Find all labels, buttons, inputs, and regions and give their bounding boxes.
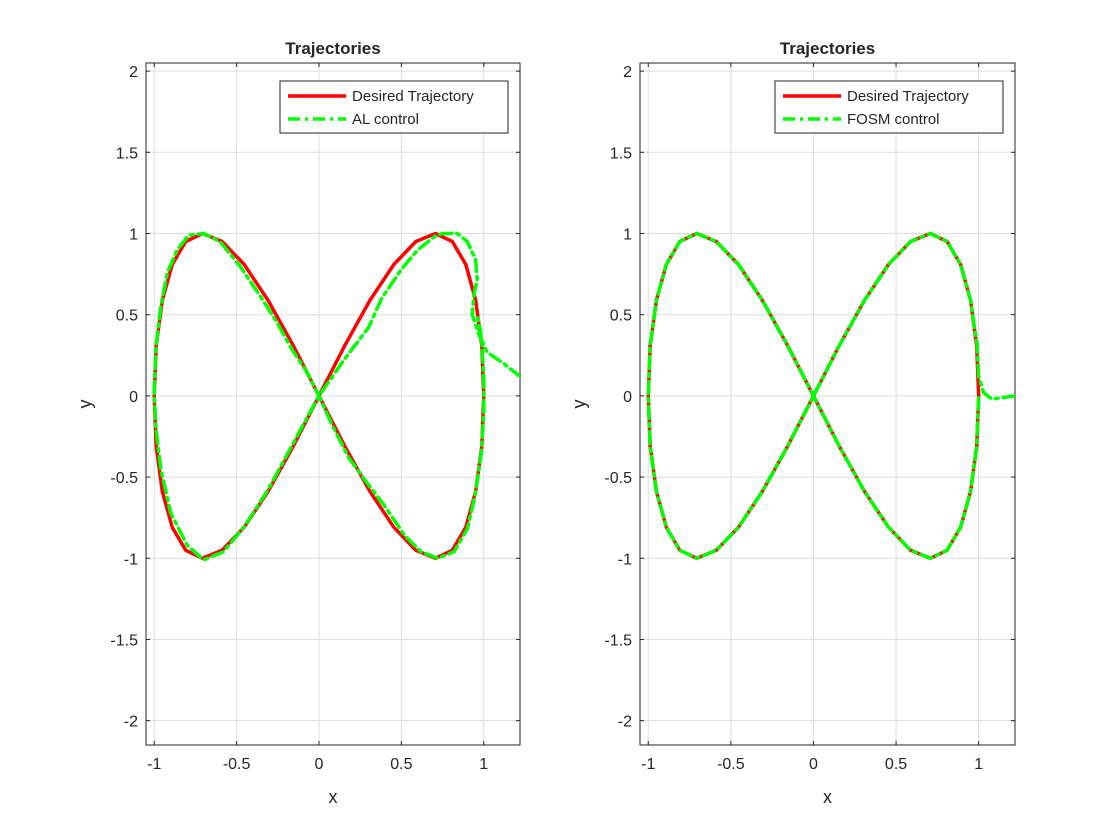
- x-tick-label: 0.5: [885, 756, 907, 773]
- y-tick-label: -2: [124, 714, 138, 731]
- y-axis-label: y: [75, 400, 95, 409]
- control-trajectory-line: [646, 231, 1015, 561]
- x-tick-label: -1: [147, 756, 161, 773]
- y-tick-label: -1.5: [604, 632, 632, 649]
- x-tick-label: 1: [479, 756, 488, 773]
- desired-trajectory-line: [152, 231, 486, 561]
- legend: Desired Trajectory AL control: [279, 80, 509, 134]
- chart-title: Trajectories: [780, 39, 875, 58]
- x-tick-label: 0.5: [390, 756, 412, 773]
- series-lines: [152, 231, 520, 562]
- y-tick-label: 1.5: [610, 145, 632, 162]
- legend-box: [279, 80, 509, 134]
- x-tick-label: 0: [315, 756, 324, 773]
- legend-box: [774, 80, 1004, 134]
- y-axis-label: y: [569, 400, 589, 409]
- subplot-al-control: -1 -0.5 0 0.5 1 -2 -1.5 -1 -0.5 0 0.5 1 1.5 2 Trajec…: [75, 39, 521, 807]
- y-tick-label: 0.5: [116, 308, 138, 325]
- y-tick-label: 1: [623, 227, 632, 244]
- y-tick-label: -0.5: [604, 470, 632, 487]
- legend-label-desired: Desired Trajectory: [352, 88, 474, 105]
- x-axis-label: x: [823, 787, 832, 807]
- axes-frame: [639, 62, 1016, 746]
- x-tick-labels: -1 -0.5 0 0.5 1: [147, 756, 488, 773]
- x-tick-label: -0.5: [223, 756, 251, 773]
- y-tick-labels: -2 -1.5 -1 -0.5 0 0.5 1 1.5 2: [604, 64, 632, 731]
- series-lines: [646, 231, 1015, 561]
- tick-marks: [640, 63, 1015, 745]
- x-tick-labels: -1 -0.5 0 0.5 1: [641, 756, 983, 773]
- x-tick-label: 0: [809, 756, 818, 773]
- y-tick-labels: -2 -1.5 -1 -0.5 0 0.5 1 1.5 2: [110, 64, 138, 731]
- y-tick-label: -1: [618, 551, 632, 568]
- control-trajectory-line: [152, 231, 520, 562]
- y-tick-label: -1: [124, 551, 138, 568]
- axes-frame: [145, 62, 521, 746]
- x-tick-label: 1: [974, 756, 983, 773]
- chart-title: Trajectories: [285, 39, 380, 58]
- x-tick-label: -0.5: [717, 756, 745, 773]
- x-axis-label: x: [329, 787, 338, 807]
- y-tick-label: 1.5: [116, 145, 138, 162]
- legend-label-desired: Desired Trajectory: [847, 88, 969, 105]
- legend-label-control: FOSM control: [847, 111, 940, 128]
- y-tick-label: 1: [129, 227, 138, 244]
- subplot-fosm-control: -1 -0.5 0 0.5 1 -2 -1.5 -1 -0.5 0 0.5 1 1.5 2 Trajec…: [569, 39, 1016, 807]
- y-tick-label: -2: [618, 714, 632, 731]
- y-tick-label: 0: [623, 389, 632, 406]
- x-tick-label: -1: [641, 756, 655, 773]
- y-tick-label: -1.5: [110, 632, 138, 649]
- y-tick-label: 0: [129, 389, 138, 406]
- y-tick-label: -0.5: [110, 470, 138, 487]
- tick-marks: [146, 63, 520, 745]
- y-tick-label: 0.5: [610, 308, 632, 325]
- legend: Desired Trajectory FOSM control: [774, 80, 1004, 134]
- y-tick-label: 2: [129, 64, 138, 81]
- y-tick-label: 2: [623, 64, 632, 81]
- legend-label-control: AL control: [352, 111, 419, 128]
